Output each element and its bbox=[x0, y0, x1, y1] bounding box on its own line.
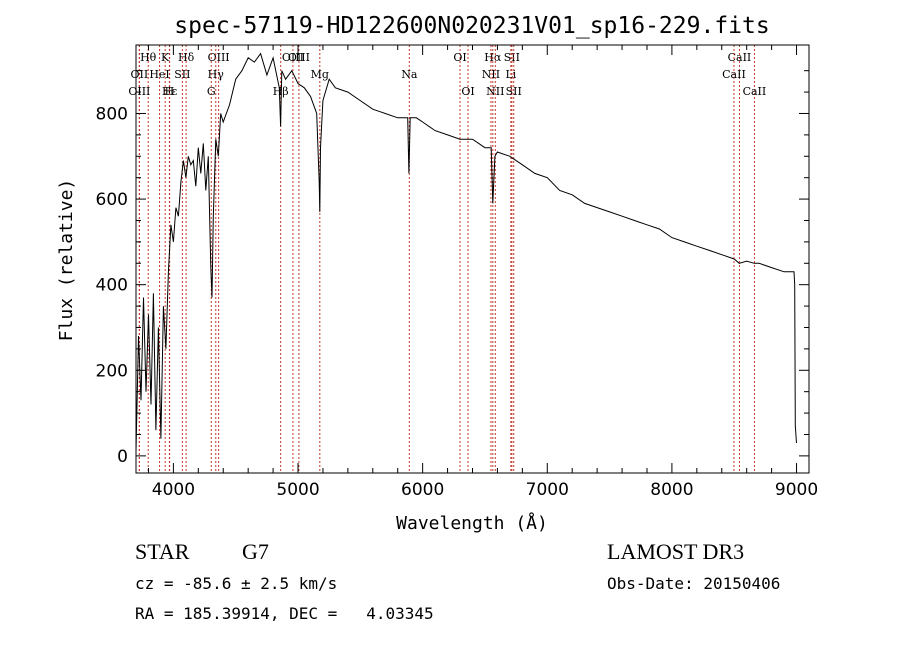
redshift-text: cz = -85.6 ± 2.5 km/s bbox=[135, 574, 338, 593]
line-label: Na bbox=[401, 68, 418, 81]
line-label: CaII bbox=[743, 85, 767, 98]
line-label: K bbox=[161, 51, 170, 64]
line-label: NII bbox=[482, 68, 500, 81]
line-label: Hδ bbox=[178, 51, 195, 64]
line-label: HeI bbox=[149, 68, 169, 81]
coordinates-text: RA = 185.39914, DEC = 4.03345 bbox=[135, 604, 434, 623]
x-tick-label: 9000 bbox=[775, 480, 818, 500]
x-tick-label: 8000 bbox=[650, 480, 693, 500]
spectrum-line bbox=[135, 52, 797, 452]
line-label: Hγ bbox=[208, 68, 225, 81]
line-label: Hα bbox=[484, 51, 502, 64]
line-label: CaII bbox=[722, 68, 746, 81]
line-label: H bbox=[165, 85, 175, 98]
line-label: Li bbox=[505, 68, 516, 81]
object-subclass: G7 bbox=[242, 539, 269, 564]
x-tick-label: 6000 bbox=[401, 480, 444, 500]
line-label: Mg bbox=[311, 68, 329, 81]
line-label: G bbox=[207, 85, 216, 98]
line-label: Hβ bbox=[273, 85, 289, 98]
object-class: STAR bbox=[135, 539, 190, 564]
plot-frame bbox=[135, 44, 810, 474]
obs-date-text: Obs-Date: 20150406 bbox=[607, 574, 781, 593]
axis-ticks: 4000 5000 6000 7000 8000 9000 0 200 400 600 800 bbox=[96, 45, 818, 500]
line-label: OIII bbox=[208, 51, 230, 64]
x-tick-label: 5000 bbox=[276, 480, 319, 500]
y-tick-label: 800 bbox=[96, 104, 128, 124]
y-tick-label: 400 bbox=[96, 276, 128, 296]
survey-name: LAMOST DR3 bbox=[607, 539, 745, 564]
y-axis-label: Flux (relative) bbox=[56, 179, 77, 342]
line-label: Hθ bbox=[140, 51, 157, 64]
x-tick-label: 4000 bbox=[152, 480, 195, 500]
line-label: Hε bbox=[162, 85, 178, 98]
x-tick-label: 7000 bbox=[526, 480, 569, 500]
line-label: OI bbox=[453, 51, 466, 64]
x-axis-label: Wavelength (Å) bbox=[396, 512, 548, 534]
line-label: SII bbox=[506, 85, 522, 98]
chart-title: spec-57119-HD122600N020231V01_sp16-229.f… bbox=[174, 13, 769, 39]
line-label: SII bbox=[504, 51, 520, 64]
line-label: OIII bbox=[288, 51, 310, 64]
line-label: NII bbox=[486, 85, 504, 98]
y-tick-label: 200 bbox=[96, 361, 128, 381]
line-label: CaII bbox=[728, 51, 752, 64]
line-label: SII bbox=[174, 68, 190, 81]
line-label: OI bbox=[461, 85, 474, 98]
line-label: OIII bbox=[128, 85, 150, 98]
y-tick-label: 0 bbox=[117, 447, 128, 467]
y-tick-label: 600 bbox=[96, 190, 128, 210]
